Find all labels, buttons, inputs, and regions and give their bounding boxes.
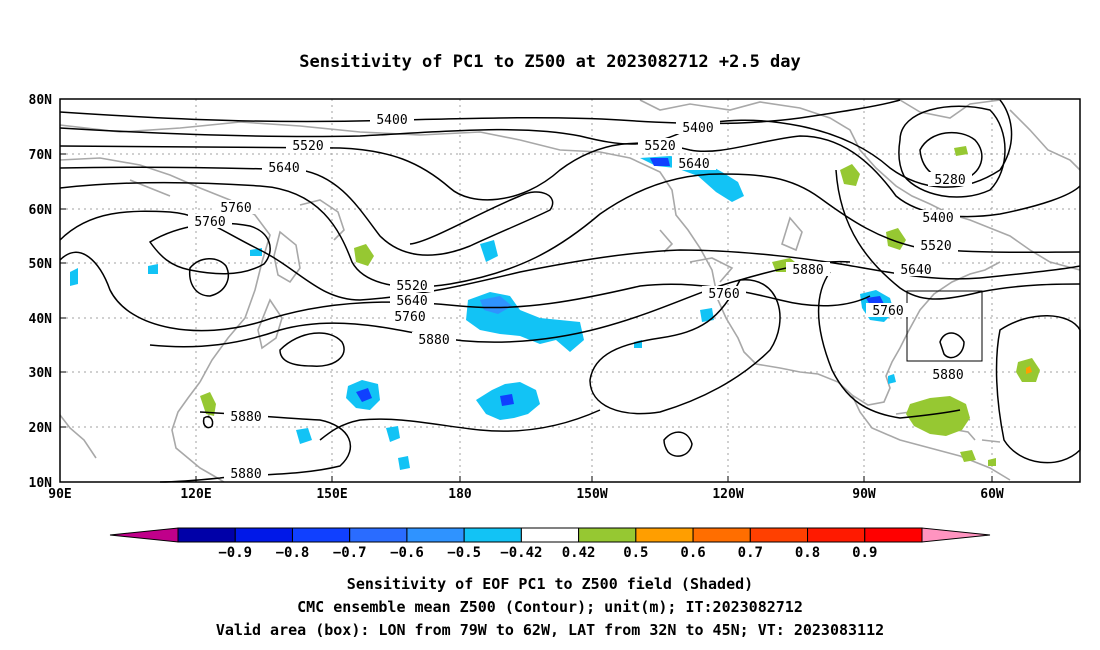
colorbar-label: −0.5 (447, 545, 481, 561)
colorbar-upper-triangle (921, 527, 991, 543)
contour-labels: 5400 5400 5520 5520 5640 5640 5760 5760 … (188, 112, 972, 482)
lat-label: 50N (29, 257, 53, 272)
caption-line-2: CMC ensemble mean Z500 (Contour); unit(m… (297, 598, 803, 616)
colorbar-label: 0.42 (562, 545, 596, 561)
lon-label: 60W (980, 487, 1004, 502)
contour-label: 5760 (394, 310, 425, 325)
colorbar-lower-triangle (109, 527, 179, 543)
colorbar-label: 0.6 (680, 545, 705, 561)
colorbar-label: 0.8 (795, 545, 820, 561)
lat-label: 30N (29, 366, 53, 381)
lat-label: 40N (29, 312, 53, 327)
lon-label: 150W (576, 487, 607, 502)
colorbar-boxes (177, 527, 923, 543)
axis-ticks (60, 98, 993, 483)
colorbar-box (635, 527, 694, 543)
colorbar-box (807, 527, 866, 543)
lat-label: 80N (29, 93, 53, 108)
latitude-labels: 80N 70N 60N 50N 40N 30N 20N 10N (29, 93, 53, 491)
colorbar-box (406, 527, 465, 543)
colorbar-label: −0.7 (333, 545, 367, 561)
contour-label: 5760 (194, 215, 225, 230)
contour-label: 5520 (292, 139, 323, 154)
lon-label: 90E (48, 487, 71, 502)
contour-label: 5400 (376, 113, 407, 128)
contour-label: 5520 (396, 279, 427, 294)
colorbar-label: −0.8 (276, 545, 310, 561)
colorbar-label: 0.7 (738, 545, 763, 561)
lon-label: 90W (852, 487, 876, 502)
contour-label: 5400 (682, 121, 713, 136)
contour-label: 5280 (934, 173, 965, 188)
contour-label: 5760 (872, 304, 903, 319)
caption-line-1: Sensitivity of EOF PC1 to Z500 field (Sh… (347, 575, 753, 593)
figure-title: Sensitivity of PC1 to Z500 at 2023082712… (299, 52, 801, 72)
colorbar: −0.9 −0.8 −0.7 −0.6 −0.5 −0.42 0.42 0.5 0.6 0.7 0.… (109, 527, 991, 561)
colorbar-label: −0.9 (218, 545, 252, 561)
contour-label: 5520 (920, 239, 951, 254)
colorbar-box (578, 527, 637, 543)
lon-label: 120W (712, 487, 743, 502)
colorbar-box (177, 527, 236, 543)
colorbar-box (463, 527, 522, 543)
longitude-labels: 90E 120E 150E 180 150W 120W 90W 60W (48, 487, 1004, 502)
colorbar-label: −0.6 (390, 545, 424, 561)
lat-label: 20N (29, 421, 53, 436)
lat-label: 10N (29, 476, 53, 491)
map-border (59, 98, 1081, 483)
contour-label: 5880 (230, 467, 261, 482)
caption-line-3: Valid area (box): LON from 79W to 62W, L… (216, 621, 884, 639)
contour-label: 5640 (268, 161, 299, 176)
contour-label: 5640 (396, 294, 427, 309)
colorbar-box (291, 527, 351, 543)
colorbar-labels: −0.9 −0.8 −0.7 −0.6 −0.5 −0.42 0.42 0.5 0.6 0.7 0.… (218, 545, 877, 561)
lat-label: 60N (29, 203, 53, 218)
contour-label: 5880 (230, 410, 261, 425)
lon-label: 150E (316, 487, 347, 502)
lon-label: 180 (448, 487, 472, 502)
colorbar-box (520, 527, 580, 543)
contour-label: 5880 (932, 368, 963, 383)
colorbar-box (349, 527, 408, 543)
lat-label: 70N (29, 148, 53, 163)
colorbar-label: 0.9 (852, 545, 877, 561)
colorbar-box (749, 527, 809, 543)
contour-label: 5880 (792, 263, 823, 278)
contour-label: 5640 (678, 157, 709, 172)
colorbar-label: 0.5 (623, 545, 648, 561)
colorbar-box (234, 527, 293, 543)
contour-label: 5880 (418, 333, 449, 348)
valid-area-box (906, 290, 983, 362)
colorbar-label: −0.42 (500, 545, 542, 561)
coastlines (59, 99, 1081, 483)
contour-label: 5520 (644, 139, 675, 154)
colorbar-box (692, 527, 751, 543)
contour-label: 5760 (220, 201, 251, 216)
lon-label: 120E (180, 487, 211, 502)
contour-label: 5400 (922, 211, 953, 226)
contour-label: 5640 (900, 263, 931, 278)
colorbar-box (864, 527, 923, 543)
contour-label: 5760 (708, 287, 739, 302)
